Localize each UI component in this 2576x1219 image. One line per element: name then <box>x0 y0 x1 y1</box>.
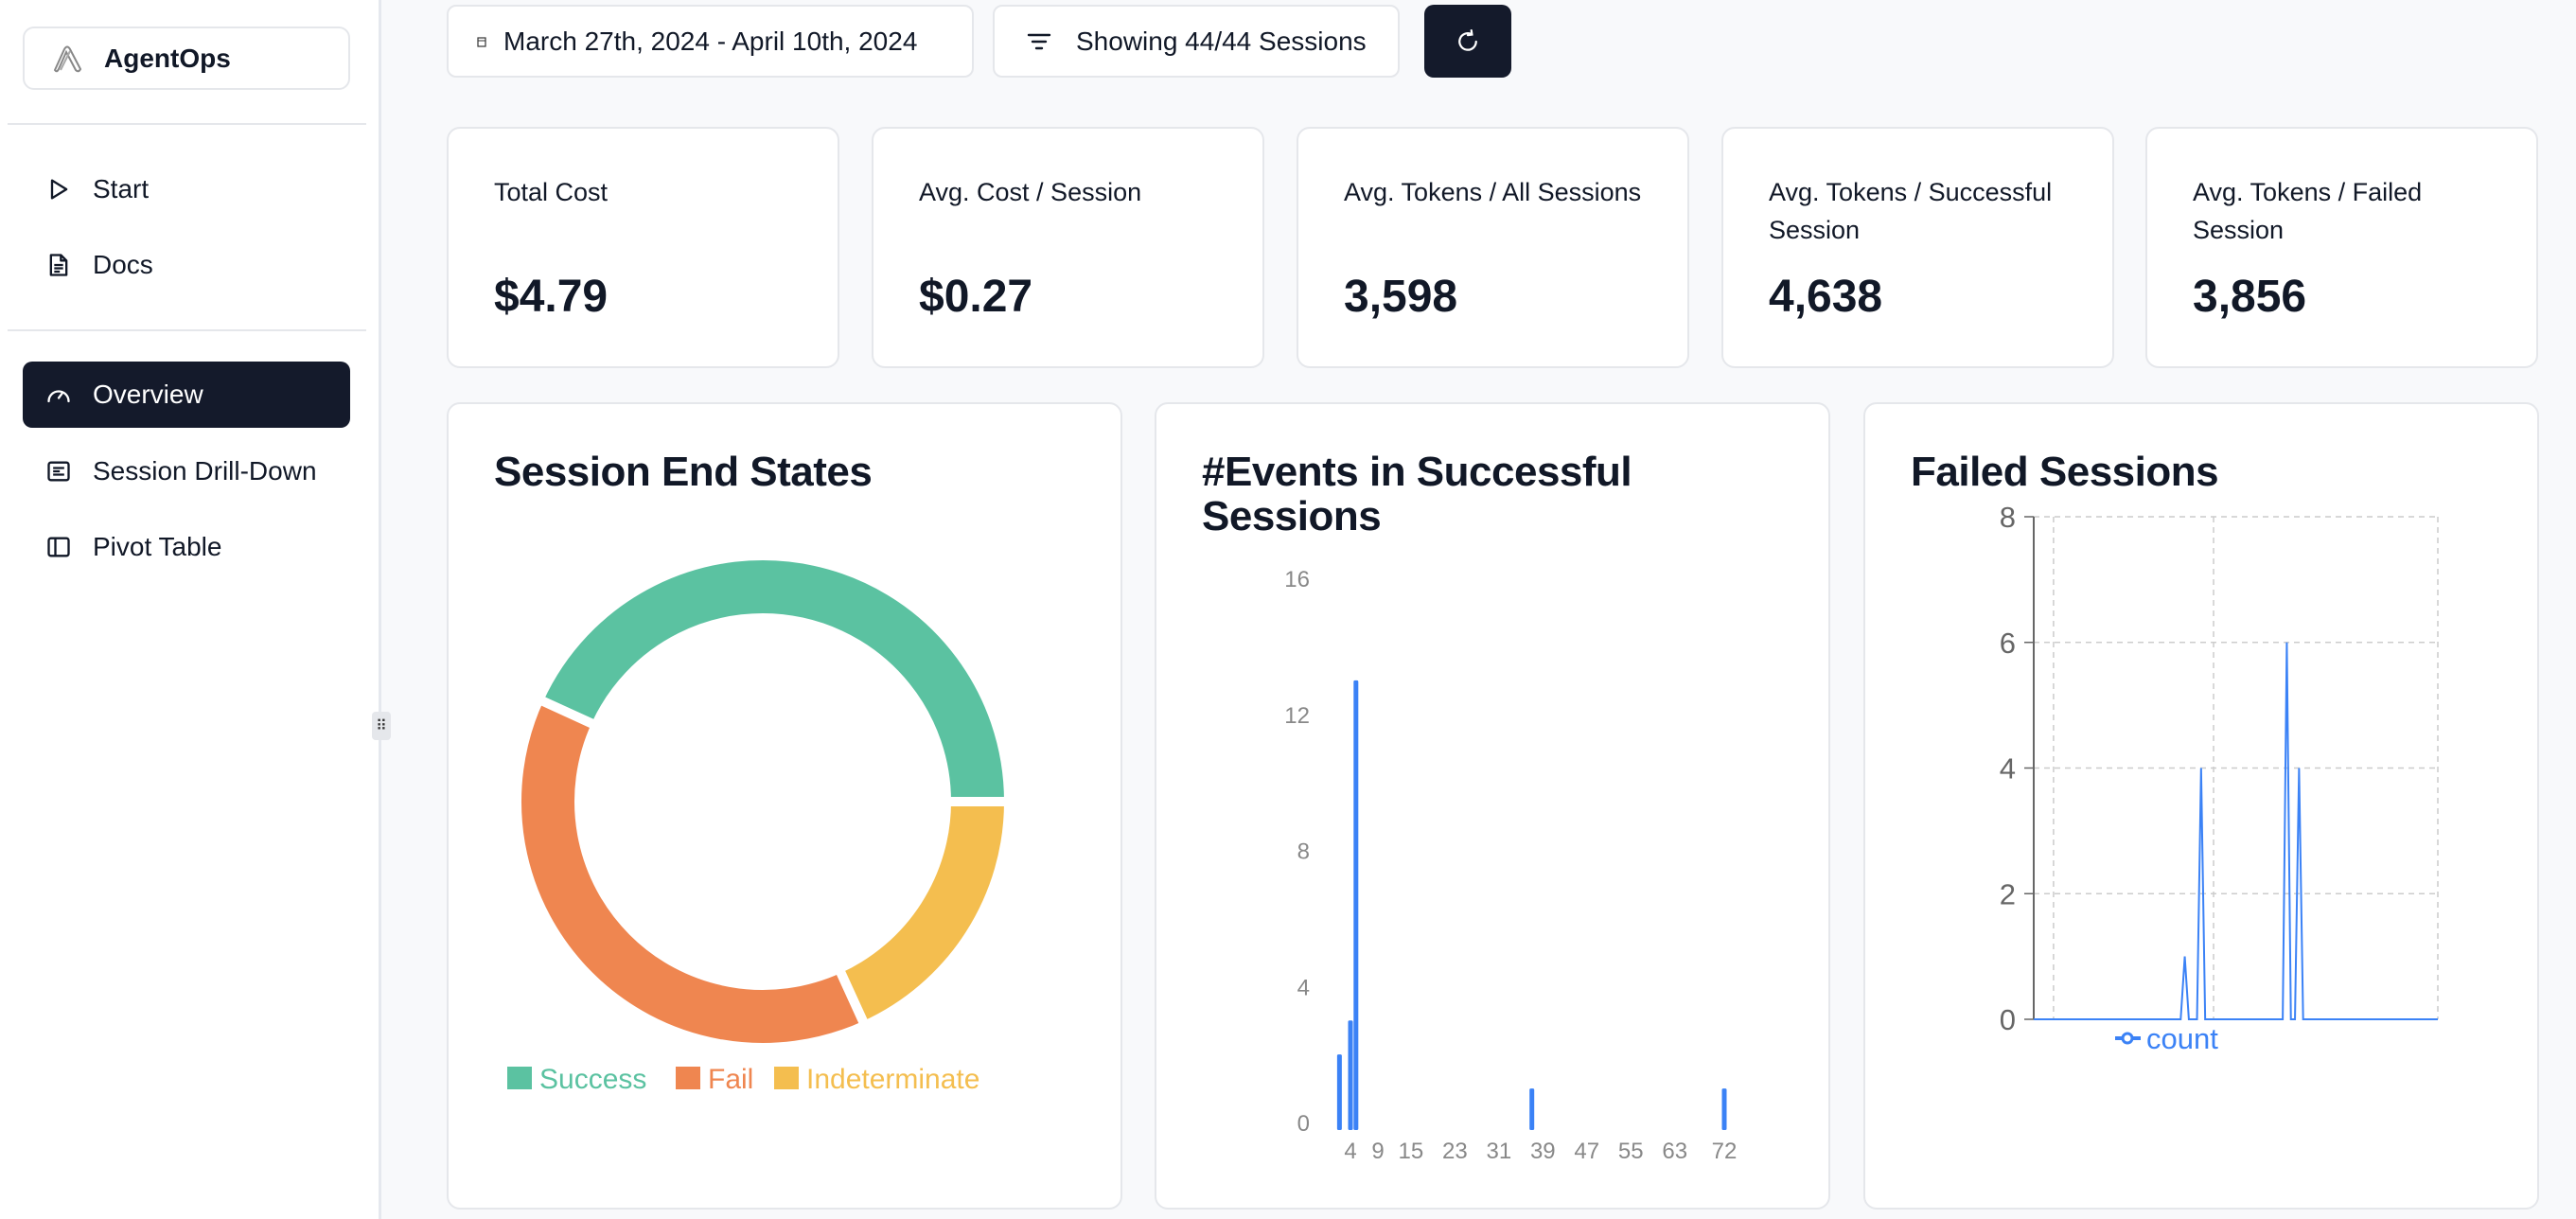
chart-title: Session End States <box>494 449 873 495</box>
legend-label: count <box>2146 1022 2218 1055</box>
filter-icon <box>1027 33 1051 49</box>
x-tick-label: 4 <box>1344 1139 1356 1164</box>
bar <box>1721 1088 1727 1130</box>
divider <box>8 329 366 331</box>
legend-swatch <box>507 1067 532 1089</box>
brand-name: AgentOps <box>104 43 231 73</box>
x-tick-label: 72 <box>1712 1139 1738 1164</box>
x-tick-label: 31 <box>1486 1139 1511 1164</box>
x-tick-label: 9 <box>1371 1139 1384 1164</box>
sidebar-item-start[interactable]: Start <box>23 156 350 222</box>
stat-value: $4.79 <box>494 272 609 322</box>
session-filter-button[interactable]: Showing 44/44 Sessions <box>993 5 1400 78</box>
y-tick-label: 8 <box>1297 839 1310 865</box>
sidebar-item-label: Docs <box>93 250 153 279</box>
donut-chart: Success Fail Indeterminate <box>507 551 1014 1095</box>
series-line-count <box>2034 642 2438 1020</box>
sidebar-item-overview[interactable]: Overview <box>23 362 350 428</box>
legend-label: Indeterminate <box>806 1064 979 1095</box>
bar <box>1353 680 1359 1130</box>
stat-card-avg-tokens-all: Avg. Tokens / All Sessions 3,598 <box>1297 127 1689 368</box>
x-tick-label: 15 <box>1399 1139 1424 1164</box>
play-icon <box>50 179 68 200</box>
sidebar-item-label: Start <box>93 174 150 203</box>
line-chart: 0 2 4 6 8 count <box>2000 501 2439 1055</box>
sidebar-item-session-drill-down[interactable]: Session Drill-Down <box>23 438 350 504</box>
sidebar-item-label: Session Drill-Down <box>93 456 317 486</box>
x-tick-label: 63 <box>1662 1139 1687 1164</box>
x-tick-label: 23 <box>1442 1139 1468 1164</box>
list-icon <box>47 461 70 482</box>
chart-title: Failed Sessions <box>1911 449 2219 495</box>
chart-title: #Events in Successful Sessions <box>1202 449 1632 539</box>
stat-value: 4,638 <box>1769 272 1883 322</box>
stat-card-avg-tokens-successful: Avg. Tokens / Successful Session 4,638 <box>1721 127 2114 368</box>
grip-icon: ⠿ <box>376 718 387 734</box>
document-icon <box>49 254 68 276</box>
stat-value: 3,856 <box>2193 272 2307 322</box>
panel-icon <box>47 537 70 557</box>
divider <box>8 123 366 125</box>
y-tick-label: 0 <box>1297 1111 1310 1137</box>
events-successful-card: 0 4 8 12 16 4 9 15 23 31 39 47 55 63 72 #Events in Suc… <box>1155 402 1830 1210</box>
sidebar-item-label: Overview <box>93 380 203 409</box>
legend-marker-icon <box>2121 1032 2134 1045</box>
bar <box>1348 1020 1353 1130</box>
session-end-states-card: Success Fail Indeterminate Session End Sta… <box>447 402 1122 1210</box>
bar <box>1529 1088 1535 1130</box>
filter-label: Showing 44/44 Sessions <box>1076 26 1367 56</box>
stat-label: Avg. Tokens / Successful Session <box>1769 178 2053 244</box>
x-tick-label: 47 <box>1574 1139 1599 1164</box>
refresh-icon <box>1458 28 1477 51</box>
y-tick-label: 8 <box>2000 501 2016 534</box>
y-tick-label: 4 <box>2000 752 2016 786</box>
stat-card-total-cost: Total Cost $4.79 <box>447 127 839 368</box>
sidebar-item-label: Pivot Table <box>93 532 222 561</box>
calendar-icon <box>477 36 486 47</box>
stat-label: Avg. Tokens / Failed Session <box>2193 178 2423 244</box>
stat-card-avg-cost: Avg. Cost / Session $0.27 <box>872 127 1264 368</box>
legend-swatch <box>676 1067 700 1089</box>
y-tick-label: 0 <box>2000 1003 2016 1036</box>
sidebar-resize-handle[interactable]: ⠿ <box>372 712 391 740</box>
pie-slice-fail <box>512 694 871 1052</box>
stat-card-avg-tokens-failed: Avg. Tokens / Failed Session 3,856 <box>2145 127 2538 368</box>
y-tick-label: 2 <box>2000 877 2016 910</box>
stat-label: Total Cost <box>494 178 609 206</box>
y-tick-label: 12 <box>1284 703 1310 729</box>
sidebar-item-pivot-table[interactable]: Pivot Table <box>23 514 350 580</box>
sidebar: AgentOps Start Docs Overview Session Dri… <box>0 0 381 1219</box>
date-range-text: March 27th, 2024 - April 10th, 2024 <box>503 26 918 56</box>
bar <box>1336 1054 1342 1130</box>
pie-slice-indeterminate <box>834 797 1014 1031</box>
x-tick-label: 39 <box>1530 1139 1556 1164</box>
brand-button[interactable]: AgentOps <box>23 26 350 90</box>
legend-swatch <box>774 1067 799 1089</box>
stat-value: 3,598 <box>1344 272 1458 322</box>
stat-label: Avg. Cost / Session <box>919 178 1142 206</box>
y-tick-label: 6 <box>2000 627 2016 660</box>
legend-label: Fail <box>708 1064 753 1095</box>
gauge-icon <box>47 390 70 403</box>
refresh-button[interactable] <box>1424 5 1511 78</box>
sidebar-item-docs[interactable]: Docs <box>23 232 350 298</box>
failed-sessions-card: 0 2 4 6 8 count Failed Sessions <box>1863 402 2539 1210</box>
pie-slice-success <box>534 551 1014 806</box>
x-tick-label: 55 <box>1618 1139 1644 1164</box>
y-tick-label: 4 <box>1297 975 1310 1000</box>
legend-label: Success <box>539 1064 646 1095</box>
stat-value: $0.27 <box>919 272 1033 322</box>
stat-label: Avg. Tokens / All Sessions <box>1344 178 1642 206</box>
agentops-logo-icon <box>53 45 82 72</box>
date-range-picker[interactable]: March 27th, 2024 - April 10th, 2024 <box>447 5 974 78</box>
y-tick-label: 16 <box>1284 567 1310 592</box>
